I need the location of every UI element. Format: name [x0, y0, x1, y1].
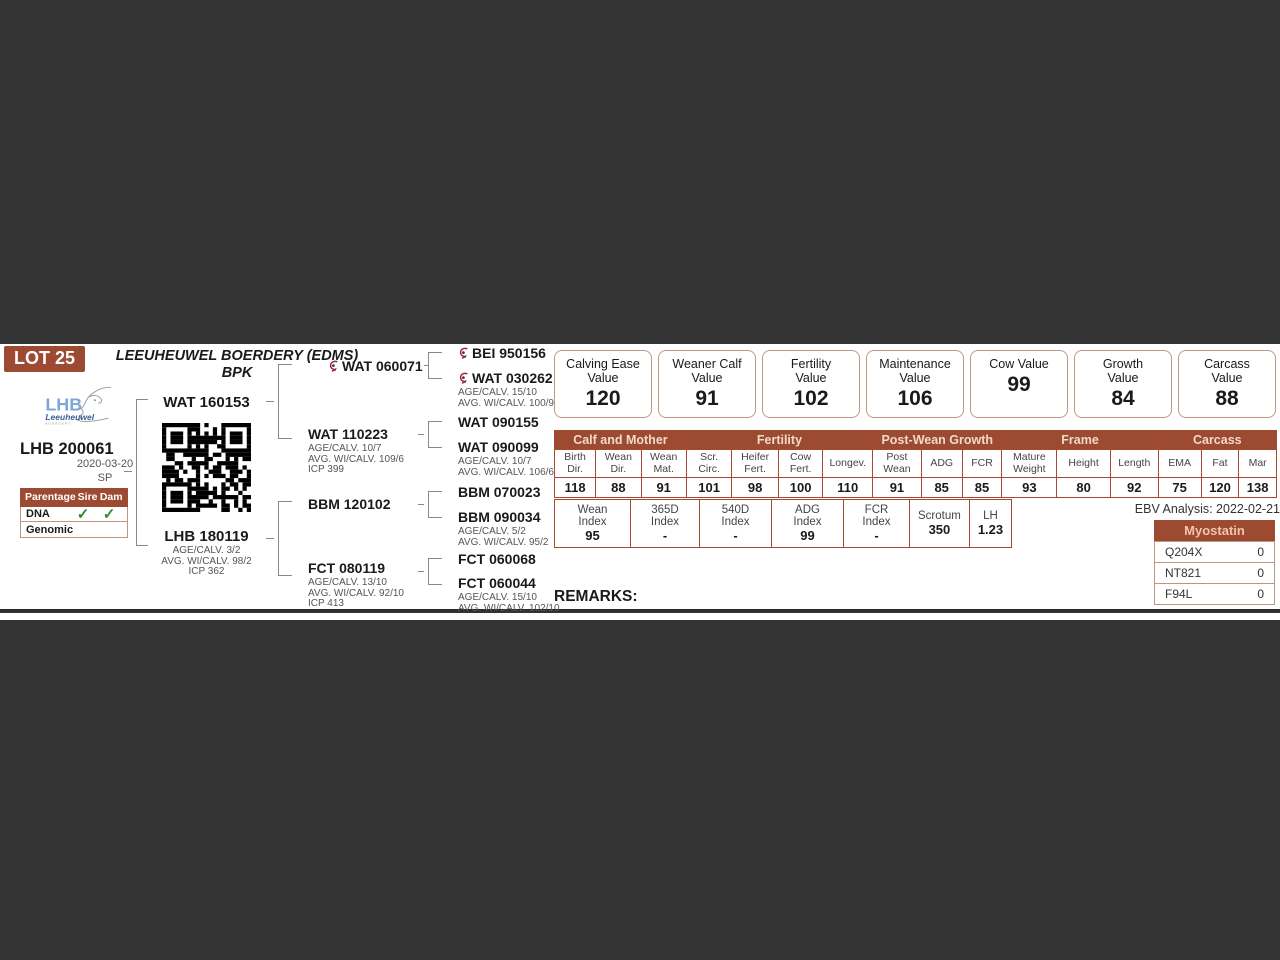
svg-text:BOERDERY: BOERDERY [45, 422, 71, 426]
svg-text:T: T [335, 368, 338, 372]
svg-text:T: T [465, 355, 468, 359]
svg-text:Leeuheuwel: Leeuheuwel [45, 412, 94, 422]
svg-text:T: T [465, 380, 468, 384]
